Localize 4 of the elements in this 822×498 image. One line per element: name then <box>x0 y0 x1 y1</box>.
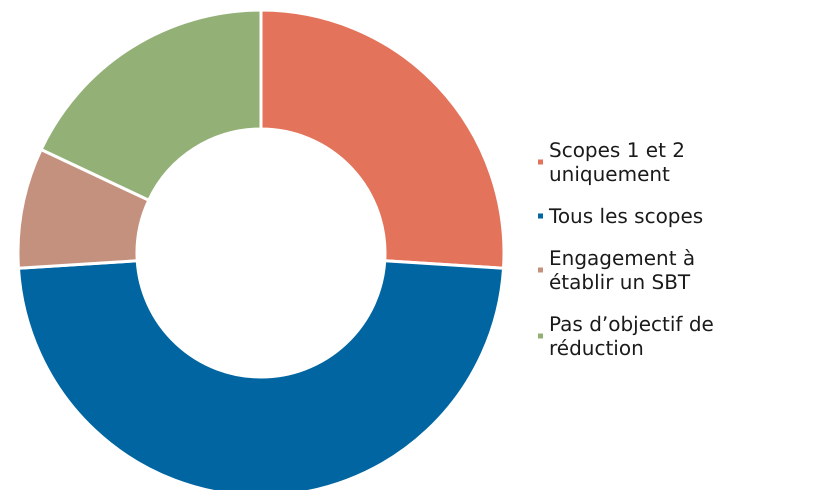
legend-label: Engagement à établir un SBT <box>549 246 702 294</box>
legend-label: Pas d’objectif de réduction <box>549 312 720 360</box>
legend-label: Scopes 1 et 2 uniquement <box>549 138 692 186</box>
legend-label: Tous les scopes <box>548 204 704 228</box>
